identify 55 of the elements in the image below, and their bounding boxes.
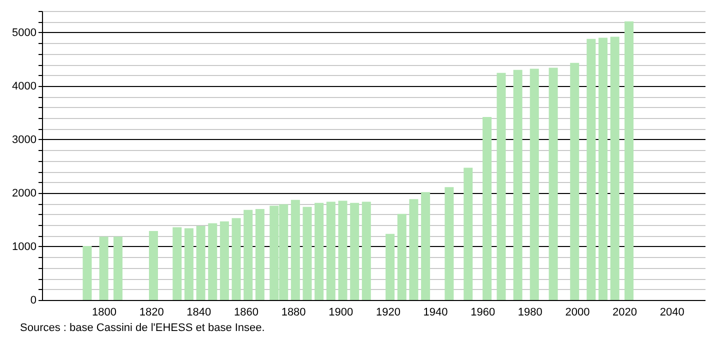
y-tick-label: 1000 bbox=[12, 240, 36, 253]
bar bbox=[255, 209, 264, 300]
bar bbox=[610, 36, 620, 300]
bar bbox=[421, 192, 430, 300]
bar bbox=[113, 236, 122, 300]
bar bbox=[208, 223, 218, 300]
bar bbox=[530, 68, 539, 300]
bar bbox=[172, 227, 182, 300]
bar bbox=[338, 200, 348, 300]
source-note: Sources : base Cassini de l'EHESS et base Insee. bbox=[20, 322, 265, 334]
x-tick-label: 1940 bbox=[423, 306, 448, 318]
y-tick-label: 5000 bbox=[12, 26, 36, 39]
bar bbox=[570, 62, 580, 300]
bar bbox=[397, 214, 406, 300]
x-tick-label: 1900 bbox=[328, 306, 354, 318]
bar bbox=[598, 38, 608, 300]
bar bbox=[196, 226, 206, 300]
x-tick-label: 1920 bbox=[376, 306, 400, 318]
x-tick-label: 2040 bbox=[660, 306, 684, 318]
bar bbox=[548, 68, 558, 300]
x-tick-label: 1960 bbox=[470, 306, 496, 318]
bar bbox=[99, 236, 108, 300]
x-tick-label: 1840 bbox=[186, 306, 212, 318]
bar bbox=[444, 187, 454, 300]
bar bbox=[496, 72, 506, 300]
bar bbox=[624, 21, 634, 300]
bar bbox=[464, 168, 473, 300]
x-tick-label: 1800 bbox=[92, 306, 117, 318]
bar bbox=[409, 199, 418, 300]
x-tick-label: 2000 bbox=[565, 306, 590, 318]
bar bbox=[386, 234, 395, 300]
bar bbox=[362, 202, 371, 300]
bar bbox=[302, 206, 312, 300]
x-tick-label: 1880 bbox=[281, 306, 306, 318]
bar bbox=[513, 70, 522, 300]
bar bbox=[350, 202, 360, 300]
y-tick-label: 4000 bbox=[12, 80, 36, 92]
bar bbox=[184, 228, 194, 300]
bar bbox=[232, 218, 241, 300]
y-tick-label: 3000 bbox=[12, 134, 36, 146]
x-tick-label: 1980 bbox=[518, 306, 542, 318]
bar bbox=[326, 202, 336, 300]
bar bbox=[290, 200, 300, 300]
bar bbox=[220, 221, 229, 300]
bar bbox=[244, 210, 253, 300]
bar bbox=[586, 38, 596, 300]
x-tick-label: 2020 bbox=[612, 306, 638, 318]
y-tick-label: 2000 bbox=[12, 187, 36, 200]
bar bbox=[314, 202, 324, 300]
y-tick-label: 0 bbox=[30, 294, 36, 306]
bar bbox=[82, 246, 92, 300]
x-tick-label: 1820 bbox=[139, 306, 164, 318]
bar bbox=[482, 116, 492, 300]
x-tick-label: 1860 bbox=[234, 306, 258, 318]
bar bbox=[148, 230, 158, 300]
